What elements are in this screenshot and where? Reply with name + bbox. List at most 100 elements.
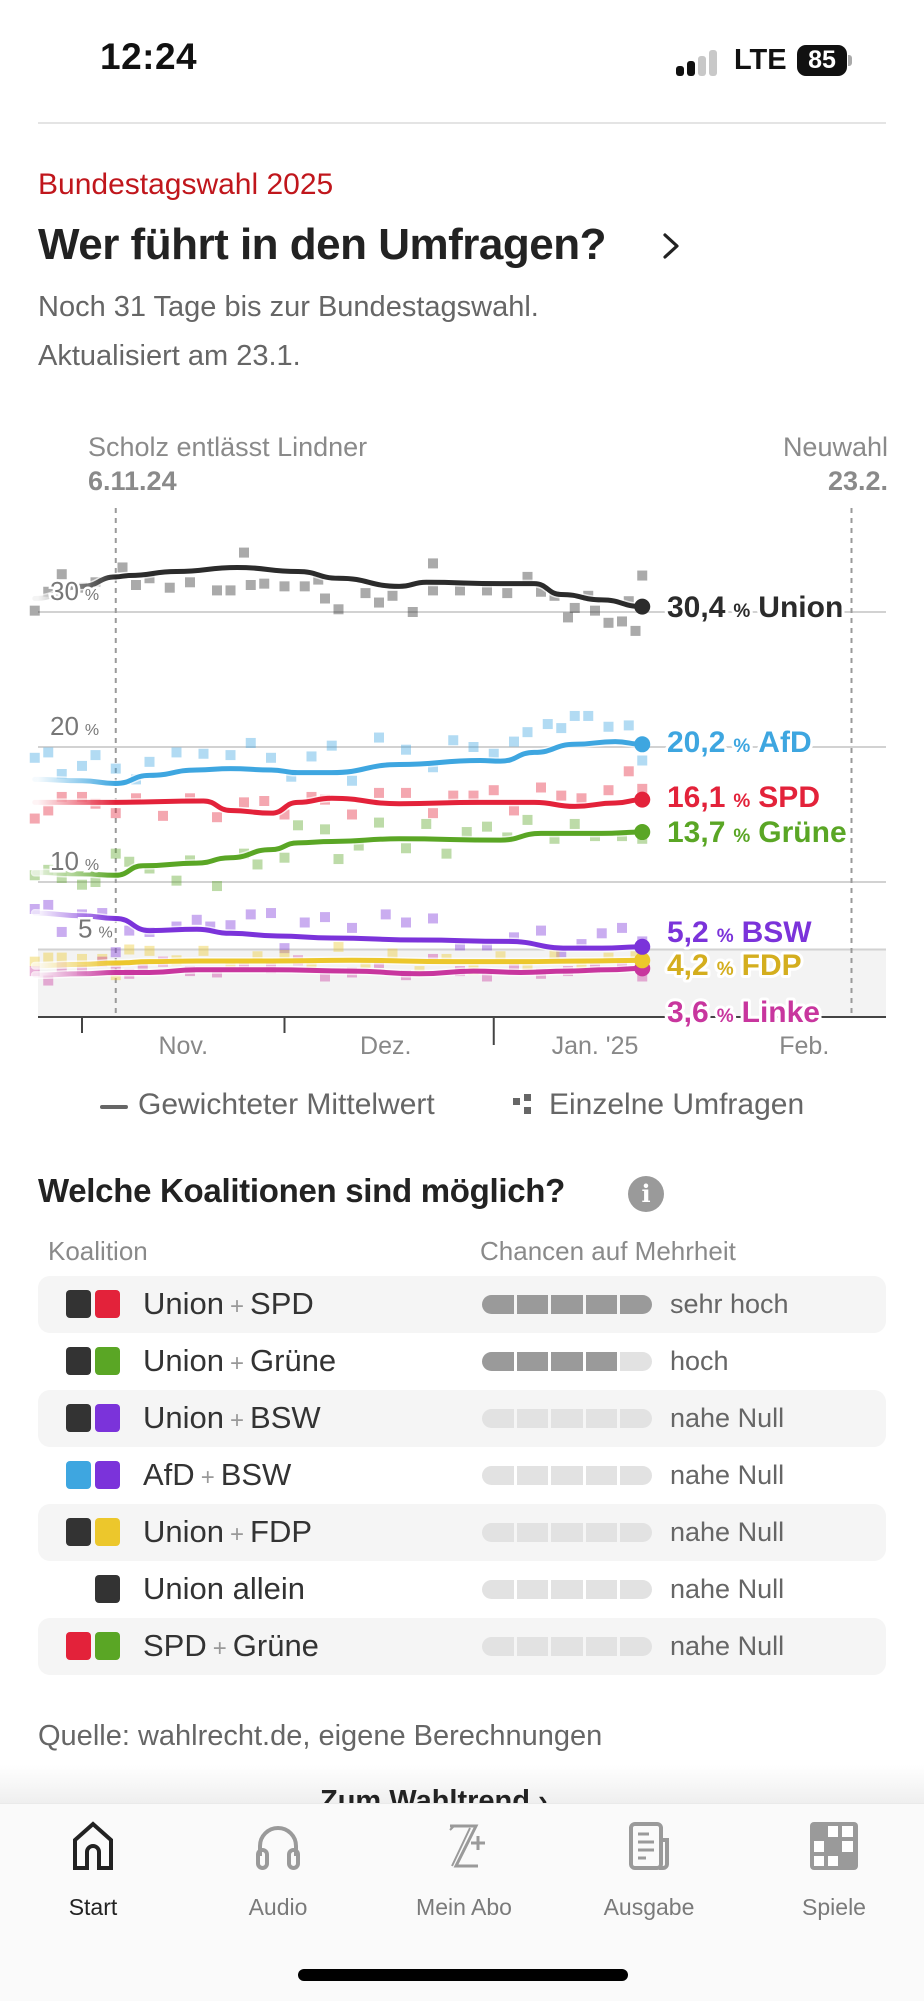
battery-tip — [848, 55, 852, 66]
chevron-right-icon[interactable] — [656, 226, 686, 266]
annotation-scholz-date: 6.11.24 — [88, 466, 177, 496]
poll-point-afd — [347, 775, 357, 786]
y-tick-10: 10% — [50, 846, 99, 876]
coalition-name: Union + SPD — [143, 1286, 314, 1321]
info-icon[interactable]: i — [628, 1176, 664, 1212]
poll-point-afd — [401, 744, 411, 755]
poll-point-grüne — [252, 859, 263, 870]
chance-meter — [482, 1466, 652, 1485]
poll-point-fdp — [56, 952, 67, 963]
legend-line-icon — [100, 1105, 128, 1109]
chance-meter — [482, 1523, 652, 1542]
coalition-row-spd-gruene: SPD + Grüne nahe Null — [38, 1618, 886, 1675]
tab-label: Ausgabe — [603, 1894, 695, 1920]
poll-point-grüne — [461, 827, 472, 838]
source-note: Quelle: wahlrecht.de, eigene Berechnunge… — [38, 1720, 603, 1752]
poll-point-grüne — [110, 848, 121, 859]
poll-point-union — [407, 607, 418, 617]
poll-point-afd — [198, 748, 209, 759]
poll-point-spd — [29, 813, 40, 824]
x-tick-feb: Feb. — [779, 1032, 829, 1060]
poll-point-grüne — [90, 877, 101, 887]
party-color-swatch — [95, 1347, 120, 1375]
cellular-signal-icon — [676, 50, 718, 76]
label-afd: 20,2% AfD — [667, 726, 812, 759]
poll-point-fdp — [279, 949, 290, 960]
poll-point-union — [164, 582, 175, 593]
poll-point-linke — [110, 963, 121, 974]
poll-point-fdp — [77, 953, 87, 964]
poll-point-grüne — [171, 875, 182, 886]
poll-point-grüne — [441, 848, 452, 859]
poll-point-fdp — [124, 944, 135, 955]
poll-point-spd — [110, 808, 121, 819]
column-header-coalition: Koalition — [48, 1236, 148, 1266]
endpoint-fdp — [634, 952, 651, 969]
poll-point-spd — [623, 766, 634, 777]
party-color-swatch — [95, 1518, 120, 1546]
poll-point-grüne — [401, 843, 411, 854]
tab-ausgabe[interactable]: Ausgabe — [559, 1818, 739, 1921]
legend-single-polls: Einzelne Umfragen — [549, 1088, 805, 1121]
poll-point-linke — [637, 971, 648, 982]
coalition-name: AfD + BSW — [143, 1457, 292, 1492]
poll-point-grüne — [124, 856, 135, 867]
section-kicker[interactable]: Bundestagswahl 2025 — [38, 168, 334, 201]
poll-point-union — [185, 577, 195, 588]
poll-point-spd — [428, 808, 438, 819]
poll-point-union — [239, 547, 249, 558]
poll-point-union — [603, 617, 614, 628]
poll-point-bsw — [576, 939, 587, 950]
poll-point-spd — [488, 785, 499, 796]
poll-point-bsw — [266, 908, 276, 919]
poll-point-union — [522, 571, 533, 582]
party-color-swatch — [95, 1404, 120, 1432]
coalition-name: Union allein — [143, 1571, 305, 1606]
tab-start[interactable]: Start — [3, 1818, 183, 1921]
page-title[interactable]: Wer führt in den Umfragen? — [38, 220, 606, 269]
tab-audio[interactable]: Audio — [188, 1818, 368, 1921]
poll-point-grüne — [212, 881, 222, 892]
legend-weighted-mean: Gewichteter Mittelwert — [138, 1088, 435, 1121]
poll-point-spd — [279, 809, 290, 820]
poll-point-union — [212, 585, 222, 596]
poll-point-spd — [158, 810, 168, 821]
tab-label: Mein Abo — [416, 1894, 512, 1920]
poll-point-afd — [623, 720, 634, 731]
poll-point-bsw — [279, 943, 290, 954]
poll-point-spd — [56, 791, 67, 802]
poll-point-spd — [239, 797, 249, 808]
poll-point-union — [374, 597, 384, 608]
y-tick-20: 20% — [50, 711, 99, 741]
y-tick-30: 30% — [50, 576, 99, 606]
poll-point-afd — [77, 760, 87, 771]
poll-point-afd — [583, 710, 594, 721]
poll-point-grüne — [293, 820, 303, 831]
line-linke — [32, 965, 645, 978]
chance-label: hoch — [670, 1346, 729, 1376]
tab-mein-abo[interactable]: Mein Abo — [374, 1818, 554, 1921]
chance-label: nahe Null — [670, 1403, 785, 1433]
endpoint-bsw — [634, 938, 651, 955]
chance-label: nahe Null — [670, 1460, 785, 1490]
poll-point-union — [455, 585, 465, 596]
coalition-row-union-gruene: Union + Grüne hoch — [38, 1333, 886, 1390]
home-icon — [73, 1821, 113, 1870]
coalition-row-union-bsw: Union + BSW nahe Null — [38, 1390, 886, 1447]
y-tick-5: 5% — [78, 914, 113, 944]
poll-point-union — [56, 569, 67, 580]
poll-point-fdp — [495, 951, 506, 962]
poll-point-afd — [245, 737, 256, 748]
poll-point-afd — [90, 750, 101, 761]
tab-spiele[interactable]: Spiele — [744, 1818, 924, 1921]
coalition-row-afd-bsw: AfD + BSW nahe Null — [38, 1447, 886, 1504]
poll-point-bsw — [617, 922, 627, 933]
coalition-name: SPD + Grüne — [143, 1628, 319, 1663]
chance-meter — [482, 1580, 652, 1599]
poll-point-afd — [468, 742, 479, 752]
poll-point-union — [320, 593, 330, 604]
poll-point-union — [279, 581, 290, 592]
poll-point-spd — [77, 791, 87, 802]
label-gruene: 13,7% Grüne — [667, 816, 847, 849]
scroll-fade — [0, 1765, 924, 1805]
